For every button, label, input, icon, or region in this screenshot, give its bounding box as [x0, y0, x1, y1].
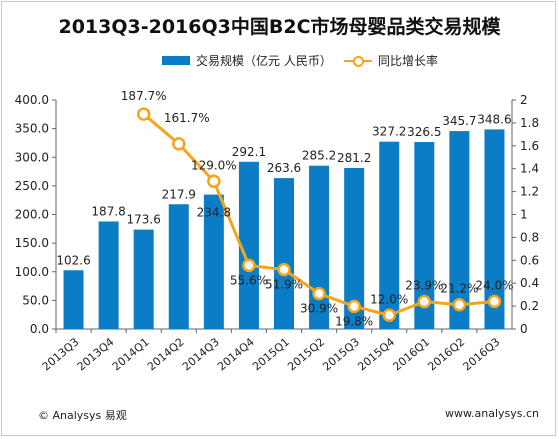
bar [238, 161, 259, 329]
bar-value-label: 187.8 [91, 204, 125, 218]
bar-value-label: 327.2 [372, 125, 406, 139]
bar [344, 168, 365, 329]
bar [484, 129, 505, 329]
growth-point [136, 107, 151, 121]
x-tick-label: 2016Q3 [461, 335, 503, 373]
y-right-tick-label: 0.6 [520, 253, 539, 267]
bar-value-label: 281.2 [337, 151, 371, 165]
bar [63, 270, 84, 329]
bar-value-label: 345.7 [442, 114, 476, 128]
footer-source: © Analysys 易观 [38, 409, 127, 422]
legend-swatch-bar [162, 56, 190, 65]
bar [274, 178, 294, 329]
growth-point [347, 299, 361, 314]
growth-value-label: 55.6% [230, 273, 268, 287]
bar-value-label: 263.6 [267, 161, 301, 175]
x-tick-label: 2013Q3 [40, 335, 82, 373]
y-right-tick-label: 1 [520, 208, 528, 222]
growth-point [452, 297, 467, 312]
legend-label-bar: 交易规模（亿元 人民币） [196, 54, 332, 68]
bar [379, 141, 400, 329]
growth-value-label: 21.2% [440, 282, 478, 296]
growth-value-label: 30.9% [300, 302, 338, 316]
bar [98, 221, 119, 329]
growth-point [312, 286, 326, 301]
x-tick-label: 2016Q2 [426, 335, 468, 373]
footer-website: www.analysys.cn [445, 407, 539, 420]
growth-point [207, 174, 221, 189]
x-tick-label: 2015Q2 [285, 335, 327, 373]
y-left-tick-label: 350.0 [15, 122, 49, 136]
growth-point [487, 294, 502, 309]
bar-value-label: 285.2 [302, 149, 336, 163]
growth-value-label: 23.9% [405, 279, 443, 293]
x-tick-label: 2016Q1 [390, 335, 432, 373]
y-right-tick-label: 1.6 [520, 139, 539, 153]
x-tick-label: 2015Q1 [250, 335, 292, 373]
growth-point [172, 137, 186, 151]
x-tick-label: 2014Q2 [145, 335, 187, 373]
y-right-tick-label: 1.4 [520, 162, 539, 176]
growth-point [277, 262, 291, 277]
bar [203, 194, 224, 329]
bar [133, 229, 154, 329]
bar-value-label: 217.9 [162, 187, 196, 201]
y-left-tick-label: 100.0 [15, 265, 49, 279]
x-tick-label: 2014Q3 [180, 335, 222, 373]
y-right-tick-label: 0.2 [520, 299, 539, 313]
y-left-tick-label: 50.0 [22, 293, 49, 307]
y-left-tick-label: 400.0 [15, 93, 49, 107]
bar-value-label: 348.6 [477, 112, 511, 126]
growth-value-label: 24.0% [475, 279, 513, 293]
x-tick-label: 2015Q4 [355, 335, 397, 373]
x-tick-label: 2014Q1 [110, 335, 152, 373]
legend-label-line: 同比增长率 [378, 54, 439, 68]
bar [449, 131, 470, 329]
y-left-tick-label: 0.0 [30, 322, 49, 336]
bar [414, 142, 435, 329]
x-tick-label: 2015Q3 [320, 335, 362, 373]
y-left-tick-label: 200.0 [15, 208, 49, 222]
growth-value-label: 12.0% [370, 292, 408, 306]
growth-point [242, 258, 256, 273]
bar-value-label: 173.6 [127, 213, 161, 227]
bar [168, 204, 189, 329]
x-tick-label: 2013Q4 [75, 335, 117, 373]
growth-value-label: 161.7% [164, 111, 210, 125]
legend-swatch-line [344, 55, 372, 67]
y-right-tick-label: 0.8 [520, 230, 539, 244]
bar-value-label: 326.5 [407, 125, 441, 139]
x-tick-label: 2014Q4 [215, 335, 257, 373]
bar-value-label: 102.6 [56, 253, 90, 267]
y-right-tick-label: 2 [520, 93, 528, 107]
bar [309, 165, 330, 329]
growth-value-label: 129.0% [191, 158, 237, 172]
y-right-tick-label: 1.8 [520, 116, 539, 130]
bar-value-label: 234.8 [197, 206, 231, 220]
y-left-tick-label: 250.0 [15, 179, 49, 193]
chart-title: 2013Q3-2016Q3中国B2C市场母婴品类交易规模 [58, 16, 501, 38]
growth-point [382, 308, 396, 323]
legend-item-bar: 交易规模（亿元 人民币） [162, 52, 332, 69]
y-left-tick-label: 300.0 [15, 150, 49, 164]
y-right-tick-label: 0 [520, 322, 528, 336]
growth-value-label: 187.7% [121, 89, 167, 103]
y-right-tick-label: 1.2 [520, 185, 539, 199]
growth-value-label: 19.8% [335, 314, 373, 328]
growth-point [417, 294, 432, 309]
y-right-tick-label: 0.4 [520, 276, 539, 290]
bar-value-label: 292.1 [232, 145, 266, 159]
legend-item-line: 同比增长率 [344, 52, 438, 69]
y-left-tick-label: 150.0 [15, 236, 49, 250]
growth-value-label: 51.9% [265, 278, 303, 292]
